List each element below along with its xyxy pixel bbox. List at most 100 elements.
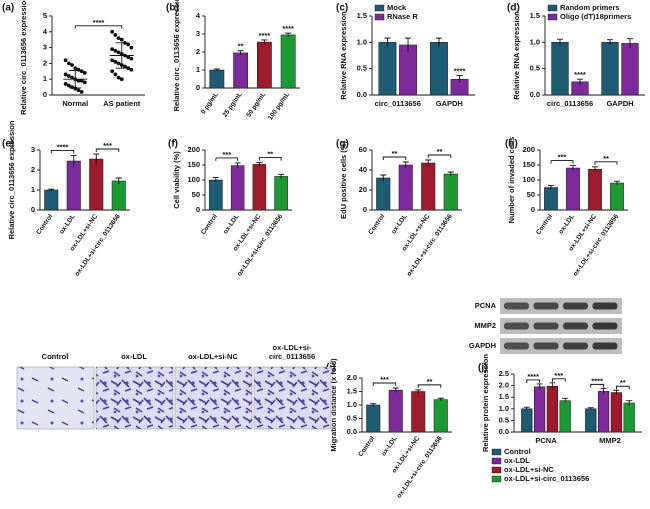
error-bar bbox=[405, 37, 412, 52]
significance-bracket bbox=[594, 161, 618, 165]
bar bbox=[376, 177, 391, 211]
y-tick-label: 100 bbox=[522, 175, 535, 184]
legend-label: RNase R bbox=[387, 12, 418, 21]
bar bbox=[551, 42, 569, 96]
y-tick-label: 2 bbox=[196, 47, 200, 56]
bar bbox=[388, 389, 403, 433]
legend-label: ox-LDL+si-circ_0113656 bbox=[504, 474, 589, 483]
error-bar bbox=[213, 68, 220, 72]
data-point bbox=[73, 66, 78, 71]
bar bbox=[209, 69, 225, 89]
error-bar bbox=[523, 406, 530, 411]
y-axis-label: Relative circ_0113656 expression bbox=[172, 0, 181, 111]
x-tick-label: MMP2 bbox=[599, 436, 621, 445]
significance-bracket bbox=[50, 149, 75, 154]
panel-label: (b) bbox=[166, 3, 179, 14]
y-axis-label: Cell viability (%) bbox=[172, 151, 181, 209]
y-tick-label: 3 bbox=[43, 43, 47, 52]
error-bar bbox=[48, 188, 55, 191]
error-bar bbox=[548, 184, 554, 190]
significance-label: **** bbox=[282, 24, 294, 33]
data-point bbox=[63, 72, 68, 77]
y-tick-label: 0 bbox=[531, 205, 535, 214]
blot-label: GAPDH bbox=[469, 341, 496, 350]
significance-bracket bbox=[74, 25, 123, 29]
data-point bbox=[113, 72, 118, 77]
error-bar bbox=[613, 389, 620, 395]
y-tick-label: 2.0 bbox=[347, 373, 357, 382]
blot-label: MMP2 bbox=[474, 321, 496, 330]
y-axis-label: Relative protein expression bbox=[481, 354, 490, 452]
data-point bbox=[126, 42, 131, 47]
data-point bbox=[129, 56, 134, 61]
micrograph-label: ox-LDL bbox=[121, 352, 147, 361]
bar bbox=[378, 42, 397, 96]
error-bar bbox=[447, 171, 454, 176]
significance-label: **** bbox=[527, 372, 539, 381]
significance-label: ** bbox=[437, 147, 443, 156]
y-tick-label: 1.5 bbox=[530, 11, 540, 20]
bar bbox=[411, 391, 426, 433]
y-tick-label: 200 bbox=[187, 145, 200, 154]
error-bar bbox=[256, 162, 263, 167]
panel-label: (c) bbox=[336, 3, 348, 14]
bar bbox=[623, 402, 635, 433]
blot-band bbox=[533, 302, 559, 310]
x-tick-label: ox-LDL+si-circ_0113656 bbox=[406, 213, 454, 278]
blot-label: PCNA bbox=[475, 301, 497, 310]
error-bar bbox=[402, 161, 409, 168]
y-tick-label: 150 bbox=[187, 160, 200, 169]
error-bar bbox=[392, 387, 399, 393]
bar bbox=[280, 34, 296, 89]
significance-label: **** bbox=[591, 376, 603, 385]
y-tick-label: 0 bbox=[196, 83, 200, 92]
bar bbox=[585, 408, 597, 433]
error-bar bbox=[607, 39, 613, 45]
legend-label: Control bbox=[504, 447, 531, 456]
y-tick-label: 2 bbox=[43, 58, 47, 67]
micrograph bbox=[16, 366, 95, 430]
bar bbox=[601, 42, 619, 96]
data-point bbox=[116, 75, 121, 80]
y-axis-label: Relative RNA expression bbox=[339, 11, 348, 100]
legend-swatch bbox=[491, 466, 502, 474]
y-tick-label: 150 bbox=[522, 160, 535, 169]
data-point bbox=[126, 55, 131, 59]
x-tick-label: ox-LDL bbox=[222, 213, 241, 235]
bar bbox=[544, 187, 558, 211]
significance-bracket bbox=[550, 160, 574, 164]
y-tick-label: 50 bbox=[527, 190, 535, 199]
significance-bracket bbox=[615, 385, 630, 390]
micrograph bbox=[253, 366, 332, 430]
data-point bbox=[82, 80, 87, 85]
y-tick-label: 3 bbox=[31, 145, 35, 154]
y-tick-label: 1.0 bbox=[357, 37, 367, 46]
error-bar bbox=[370, 403, 377, 407]
x-tick-label: Control bbox=[357, 435, 376, 458]
data-point bbox=[116, 50, 121, 55]
data-point bbox=[116, 36, 121, 41]
bar bbox=[546, 386, 559, 433]
significance-label: ** bbox=[267, 150, 273, 159]
blot-band bbox=[563, 322, 588, 330]
y-tick-label: 0 bbox=[363, 205, 367, 214]
data-point bbox=[76, 78, 81, 83]
error-bar bbox=[614, 180, 620, 185]
bar bbox=[111, 180, 126, 211]
bar bbox=[257, 41, 272, 89]
blot-band bbox=[504, 322, 529, 330]
y-tick-label: 1 bbox=[43, 74, 47, 83]
legend-label: Oligo (dT)18primers bbox=[560, 12, 631, 21]
data-point bbox=[129, 45, 134, 50]
data-point bbox=[63, 82, 68, 86]
sd-bar bbox=[69, 70, 82, 89]
x-tick-label: ox-LDL+si-circ_0113656 bbox=[572, 213, 620, 278]
bar bbox=[533, 386, 546, 433]
significance-bracket bbox=[427, 154, 452, 158]
error-bar bbox=[115, 177, 122, 184]
error-bar bbox=[592, 166, 598, 172]
bar bbox=[366, 404, 381, 433]
x-tick-label: Control bbox=[535, 213, 554, 236]
data-point bbox=[66, 83, 71, 88]
significance-label: ** bbox=[620, 378, 626, 387]
